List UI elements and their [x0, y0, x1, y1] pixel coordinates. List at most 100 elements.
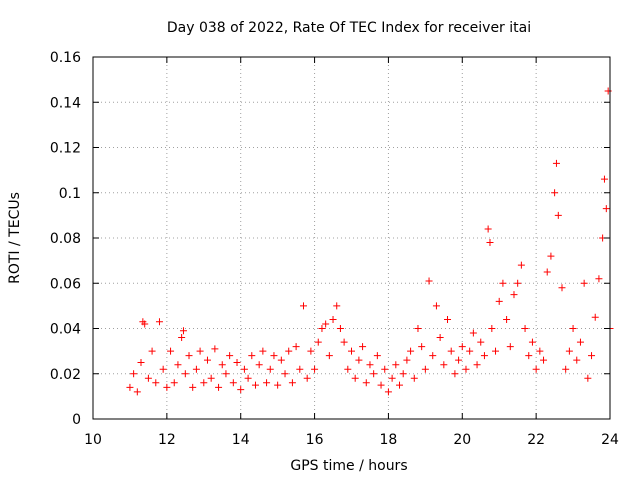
- x-tick-label: 14: [232, 432, 250, 448]
- data-point: [547, 252, 555, 260]
- data-point: [192, 365, 200, 373]
- data-point: [237, 386, 245, 394]
- y-tick-label: 0.14: [50, 95, 81, 111]
- data-point: [388, 374, 396, 382]
- data-point: [414, 325, 422, 332]
- data-point: [336, 325, 344, 332]
- data-point: [532, 365, 540, 373]
- x-tick-label: 16: [306, 432, 324, 448]
- data-point: [403, 356, 411, 364]
- data-point: [521, 325, 529, 332]
- data-point: [133, 388, 141, 396]
- data-point: [126, 383, 134, 391]
- data-point: [263, 379, 271, 387]
- data-point: [562, 365, 570, 373]
- data-point: [536, 347, 544, 355]
- data-point: [170, 379, 178, 387]
- data-points: [126, 87, 614, 396]
- data-point: [440, 361, 448, 369]
- data-point: [359, 343, 367, 351]
- data-point: [418, 343, 426, 351]
- data-point: [573, 356, 581, 364]
- data-point: [152, 379, 160, 387]
- data-point: [429, 352, 437, 360]
- data-point: [248, 352, 256, 360]
- x-tick-label: 24: [601, 432, 619, 448]
- x-tick-label: 20: [453, 432, 471, 448]
- data-point: [255, 361, 263, 369]
- data-point: [288, 379, 296, 387]
- x-axis-label: GPS time / hours: [290, 458, 407, 474]
- data-point: [179, 327, 187, 335]
- data-point: [396, 381, 404, 389]
- data-point: [425, 277, 433, 285]
- data-point: [240, 365, 248, 373]
- data-point: [274, 381, 282, 389]
- data-point: [251, 381, 259, 389]
- y-tick-label: 0.16: [50, 50, 81, 66]
- y-tick-label: 0.1: [59, 186, 81, 202]
- data-point: [285, 347, 293, 355]
- data-point: [307, 347, 315, 355]
- data-point: [540, 356, 548, 364]
- data-point: [488, 325, 496, 332]
- data-point: [381, 365, 389, 373]
- data-point: [159, 365, 167, 373]
- data-point: [185, 352, 193, 360]
- y-tick-label: 0.02: [50, 367, 81, 383]
- data-point: [333, 302, 341, 310]
- data-point: [355, 356, 363, 364]
- x-tick-label: 18: [380, 432, 398, 448]
- data-point: [340, 338, 348, 346]
- x-tick-label: 22: [527, 432, 545, 448]
- data-point: [432, 302, 440, 310]
- data-point: [558, 284, 566, 292]
- data-point: [554, 211, 562, 219]
- data-point: [543, 268, 551, 276]
- data-point: [517, 261, 525, 269]
- data-point: [348, 347, 355, 355]
- y-tick-label: 0.08: [50, 231, 81, 247]
- data-point: [329, 315, 337, 323]
- data-point: [281, 370, 289, 378]
- data-point: [244, 374, 252, 382]
- data-point: [277, 356, 285, 364]
- data-point: [591, 313, 599, 321]
- y-tick-label: 0.06: [50, 276, 81, 292]
- data-point: [218, 361, 226, 369]
- data-point: [322, 320, 330, 328]
- data-point: [344, 365, 352, 373]
- data-point: [203, 356, 211, 364]
- chart-title: Day 038 of 2022, Rate Of TEC Index for r…: [167, 20, 531, 36]
- data-point: [311, 365, 319, 373]
- data-point: [525, 352, 533, 360]
- data-point: [602, 205, 610, 213]
- data-point: [410, 374, 418, 382]
- data-point: [565, 347, 573, 355]
- data-point: [200, 379, 208, 387]
- data-point: [495, 297, 503, 305]
- data-point: [292, 343, 300, 351]
- data-point: [576, 338, 584, 346]
- data-point: [510, 291, 518, 299]
- data-point: [486, 239, 494, 247]
- data-point: [451, 370, 459, 378]
- data-point: [167, 347, 175, 355]
- y-axis-ticks: 0 0.02 0.04 0.06 0.08 0.1 0.12 0.14 0.16: [50, 50, 610, 428]
- data-point: [462, 365, 470, 373]
- data-point: [436, 334, 444, 342]
- data-point: [373, 352, 381, 360]
- data-point: [144, 374, 152, 382]
- x-tick-label: 10: [84, 432, 102, 448]
- data-point: [469, 329, 477, 337]
- data-point: [207, 374, 215, 382]
- data-point: [407, 347, 415, 355]
- data-point: [447, 347, 455, 355]
- data-point: [351, 374, 359, 382]
- y-tick-label: 0.04: [50, 322, 81, 338]
- data-point: [569, 325, 577, 332]
- data-point: [421, 365, 429, 373]
- data-point: [141, 320, 149, 328]
- data-point: [303, 374, 311, 382]
